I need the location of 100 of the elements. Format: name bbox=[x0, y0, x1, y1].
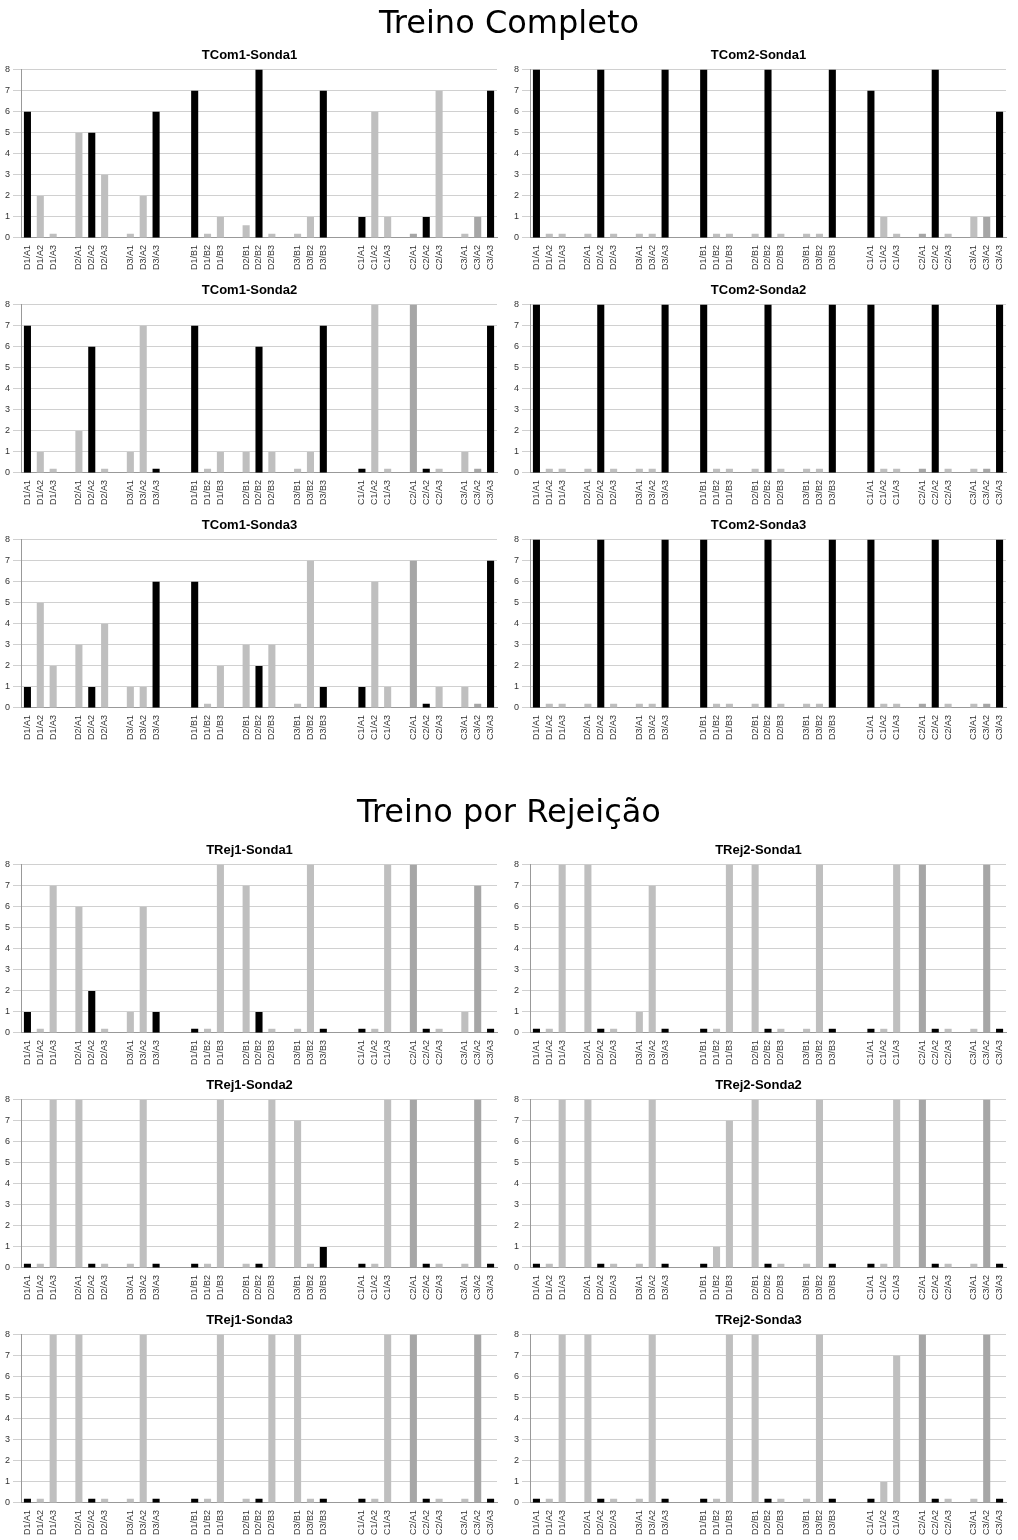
bar bbox=[474, 216, 482, 238]
x-tick-label: C3/A1 bbox=[459, 1509, 470, 1535]
x-tick-label: C1/A2 bbox=[369, 714, 380, 740]
x-tick-label: C1/A2 bbox=[369, 1509, 380, 1535]
bar bbox=[23, 1011, 31, 1033]
x-tick-label: C1/A3 bbox=[891, 1509, 902, 1535]
x-tick-label: D1/A1 bbox=[21, 1509, 32, 1535]
x-tick-label: D2/B1 bbox=[749, 479, 760, 505]
bar bbox=[242, 885, 250, 1033]
x-tick-label: D1/A3 bbox=[556, 1509, 567, 1535]
x-tick-label: C2/A2 bbox=[420, 244, 431, 270]
x-tick-label: D2/B2 bbox=[762, 244, 773, 270]
x-tick-label: D2/B1 bbox=[749, 714, 760, 740]
bar bbox=[319, 686, 327, 708]
x-tick-label: C2/A2 bbox=[420, 1274, 431, 1300]
x-tick-label: D3/B1 bbox=[292, 244, 303, 270]
x-tick-label: D2/B2 bbox=[253, 714, 264, 740]
chart-title: TRej1-Sonda3 bbox=[206, 1312, 293, 1328]
y-tick-label: 0 bbox=[513, 1262, 520, 1273]
x-tick-label: D1/B3 bbox=[214, 244, 225, 270]
x-tick-label: D3/B3 bbox=[826, 1274, 837, 1300]
y-tick-label: 3 bbox=[4, 169, 11, 180]
y-tick-label: 5 bbox=[4, 1392, 11, 1403]
bar bbox=[384, 216, 392, 238]
bar bbox=[319, 1246, 327, 1268]
y-tick-label: 3 bbox=[513, 1199, 520, 1210]
x-tick-label: D2/A2 bbox=[86, 479, 97, 505]
x-tick-label: D1/B2 bbox=[202, 1274, 213, 1300]
y-tick-label: 5 bbox=[513, 362, 520, 373]
y-tick-label: 5 bbox=[513, 597, 520, 608]
bar bbox=[242, 644, 250, 708]
x-tick-label: D3/B3 bbox=[317, 714, 328, 740]
x-tick-label: D2/B3 bbox=[266, 714, 277, 740]
x-tick-label: C3/A1 bbox=[968, 1509, 979, 1535]
x-tick-label: D1/A1 bbox=[21, 714, 32, 740]
x-tick-label: D1/B3 bbox=[214, 479, 225, 505]
bar bbox=[983, 1099, 991, 1268]
bar bbox=[487, 325, 495, 473]
y-tick-label: 7 bbox=[513, 1115, 520, 1126]
x-tick-label: C3/A3 bbox=[994, 1274, 1005, 1300]
x-tick-label: D1/A1 bbox=[530, 244, 541, 270]
x-tick-label: C1/A2 bbox=[878, 714, 889, 740]
y-tick-label: 4 bbox=[4, 618, 11, 629]
x-tick-label: D1/B3 bbox=[723, 1274, 734, 1300]
y-tick-label: 3 bbox=[4, 639, 11, 650]
x-tick-label: C1/A1 bbox=[865, 244, 876, 270]
x-tick-label: D1/A3 bbox=[556, 479, 567, 505]
bar bbox=[970, 216, 978, 238]
x-tick-label: D3/B2 bbox=[813, 244, 824, 270]
y-tick-label: 2 bbox=[513, 1455, 520, 1466]
x-tick-label: D3/A1 bbox=[633, 1509, 644, 1535]
bar bbox=[713, 1246, 721, 1268]
x-tick-label: D1/A3 bbox=[556, 1039, 567, 1065]
y-tick-label: 1 bbox=[513, 1006, 520, 1017]
bar bbox=[152, 1011, 160, 1033]
bar bbox=[255, 1011, 263, 1033]
x-tick-label: D2/B1 bbox=[240, 1274, 251, 1300]
y-tick-label: 8 bbox=[513, 64, 520, 75]
x-tick-label: D1/B2 bbox=[711, 479, 722, 505]
y-tick-label: 1 bbox=[4, 211, 11, 222]
y-tick-label: 6 bbox=[513, 106, 520, 117]
x-tick-label: C2/A1 bbox=[916, 1039, 927, 1065]
y-tick-label: 4 bbox=[513, 618, 520, 629]
bar bbox=[101, 174, 109, 238]
x-tick-label: D1/B2 bbox=[202, 244, 213, 270]
y-tick-label: 8 bbox=[4, 1329, 11, 1340]
x-tick-label: C3/A2 bbox=[472, 244, 483, 270]
chart-title: TCom1-Sonda3 bbox=[201, 517, 298, 533]
y-tick-label: 7 bbox=[513, 85, 520, 96]
y-tick-label: 6 bbox=[4, 901, 11, 912]
bar bbox=[191, 581, 199, 708]
x-tick-label: D3/B1 bbox=[801, 1274, 812, 1300]
y-tick-label: 5 bbox=[4, 1157, 11, 1168]
x-tick-label: D1/A3 bbox=[556, 1274, 567, 1300]
y-tick-label: 8 bbox=[513, 859, 520, 870]
x-tick-label: C1/A2 bbox=[369, 1039, 380, 1065]
y-tick-label: 5 bbox=[513, 127, 520, 138]
x-tick-label: C2/A1 bbox=[407, 479, 418, 505]
bar bbox=[461, 451, 469, 473]
x-tick-label: C3/A3 bbox=[485, 479, 496, 505]
y-tick-label: 7 bbox=[513, 1350, 520, 1361]
x-tick-label: C1/A1 bbox=[356, 244, 367, 270]
x-tick-label: C1/A3 bbox=[382, 714, 393, 740]
x-tick-label: D1/A1 bbox=[530, 1039, 541, 1065]
x-tick-label: D2/B1 bbox=[749, 1274, 760, 1300]
y-tick-label: 6 bbox=[513, 1136, 520, 1147]
x-tick-label: D3/A3 bbox=[150, 1274, 161, 1300]
bar bbox=[255, 346, 263, 473]
x-tick-label: D2/B1 bbox=[240, 714, 251, 740]
bar bbox=[751, 864, 759, 1033]
bar bbox=[358, 216, 366, 238]
bar bbox=[88, 132, 96, 238]
x-tick-label: D2/B1 bbox=[240, 1039, 251, 1065]
bar bbox=[461, 686, 469, 708]
x-tick-label: D1/A2 bbox=[543, 1274, 554, 1300]
x-tick-label: D2/B1 bbox=[749, 244, 760, 270]
bar bbox=[435, 90, 443, 238]
x-tick-label: D3/B3 bbox=[317, 1039, 328, 1065]
bar bbox=[139, 686, 147, 708]
bar bbox=[88, 346, 96, 473]
